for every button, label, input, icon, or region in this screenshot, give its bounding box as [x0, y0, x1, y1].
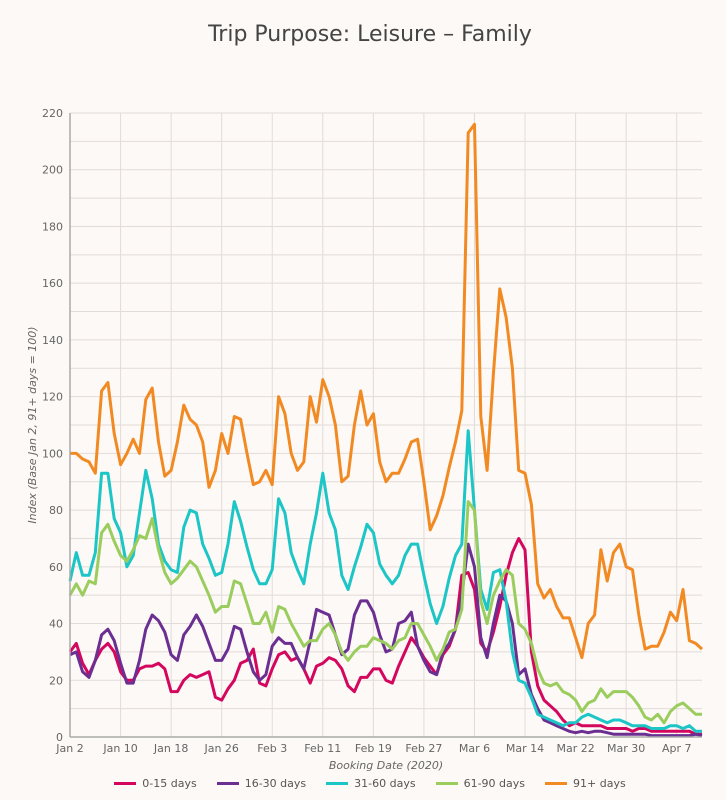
- y-tick-label: 200: [42, 164, 63, 177]
- x-tick-label: Feb 27: [405, 742, 442, 755]
- y-tick-label: 60: [49, 561, 63, 574]
- x-tick-label: Jan 2: [55, 742, 83, 755]
- y-tick-label: 100: [42, 447, 63, 460]
- legend-label: 61-90 days: [463, 777, 526, 790]
- legend-label: 0-15 days: [142, 777, 197, 790]
- y-tick-label: 40: [49, 618, 63, 631]
- series-line-0-15-days: [68, 537, 702, 736]
- legend-swatch: [216, 782, 239, 785]
- x-tick-label: Mar 22: [556, 742, 594, 755]
- legend-swatch: [435, 782, 458, 785]
- legend-swatch: [326, 782, 349, 785]
- y-tick-label: 0: [56, 731, 63, 744]
- y-tick-label: 160: [42, 277, 63, 290]
- chart-title: Trip Purpose: Leisure – Family: [208, 22, 532, 47]
- x-tick-label: Feb 3: [257, 742, 287, 755]
- y-tick-label: 220: [42, 107, 63, 120]
- series-line-16-30-days: [69, 542, 703, 738]
- x-tick-label: Apr 7: [662, 742, 692, 755]
- series-lines: [68, 122, 704, 738]
- x-tick-label: Jan 26: [203, 742, 238, 755]
- x-axis-label: Booking Date (2020): [329, 759, 443, 772]
- series-line-31-60-days: [68, 429, 702, 733]
- legend-item[interactable]: 31-60 days: [326, 777, 416, 790]
- x-tick-label: Mar 14: [506, 742, 544, 755]
- series-line-61-90-days: [68, 500, 702, 725]
- legend-swatch: [545, 782, 568, 785]
- x-tick-label: Jan 10: [102, 742, 137, 755]
- x-tick-label: Jan 18: [153, 742, 188, 755]
- series-line-91-days: [70, 122, 704, 660]
- legend-label: 31-60 days: [354, 777, 416, 790]
- legend-item[interactable]: 16-30 days: [216, 777, 307, 790]
- legend-item[interactable]: 61-90 days: [435, 777, 526, 790]
- y-tick-label: 80: [49, 504, 63, 517]
- y-tick-label: 120: [42, 391, 63, 404]
- y-tick-label: 180: [42, 220, 63, 233]
- y-axis-label: Index (Base Jan 2, 91+ days = 100): [26, 326, 39, 523]
- y-tick-label: 20: [49, 674, 63, 687]
- x-tick-label: Mar 30: [607, 742, 645, 755]
- y-axis-ticks: 0 20 40 60 80 100 120 140 160 180 200 220: [42, 107, 63, 744]
- x-tick-label: Mar 6: [459, 742, 490, 755]
- legend-item[interactable]: 0-15 days: [114, 777, 197, 790]
- legend: 0-15 days 16-30 days 31-60 days 61-90 days 9…: [0, 777, 726, 790]
- legend-label: 91+ days: [573, 777, 626, 790]
- legend-item[interactable]: 91+ days: [545, 777, 626, 790]
- x-tick-label: Feb 11: [304, 742, 341, 755]
- legend-swatch: [114, 782, 137, 785]
- x-axis-ticks: Jan 2 Jan 10 Jan 18 Jan 26 Feb 3 Feb 11 Feb 19…: [55, 742, 691, 755]
- y-tick-label: 140: [42, 334, 63, 347]
- x-tick-label: Feb 19: [355, 742, 392, 755]
- legend-label: 16-30 days: [244, 777, 307, 790]
